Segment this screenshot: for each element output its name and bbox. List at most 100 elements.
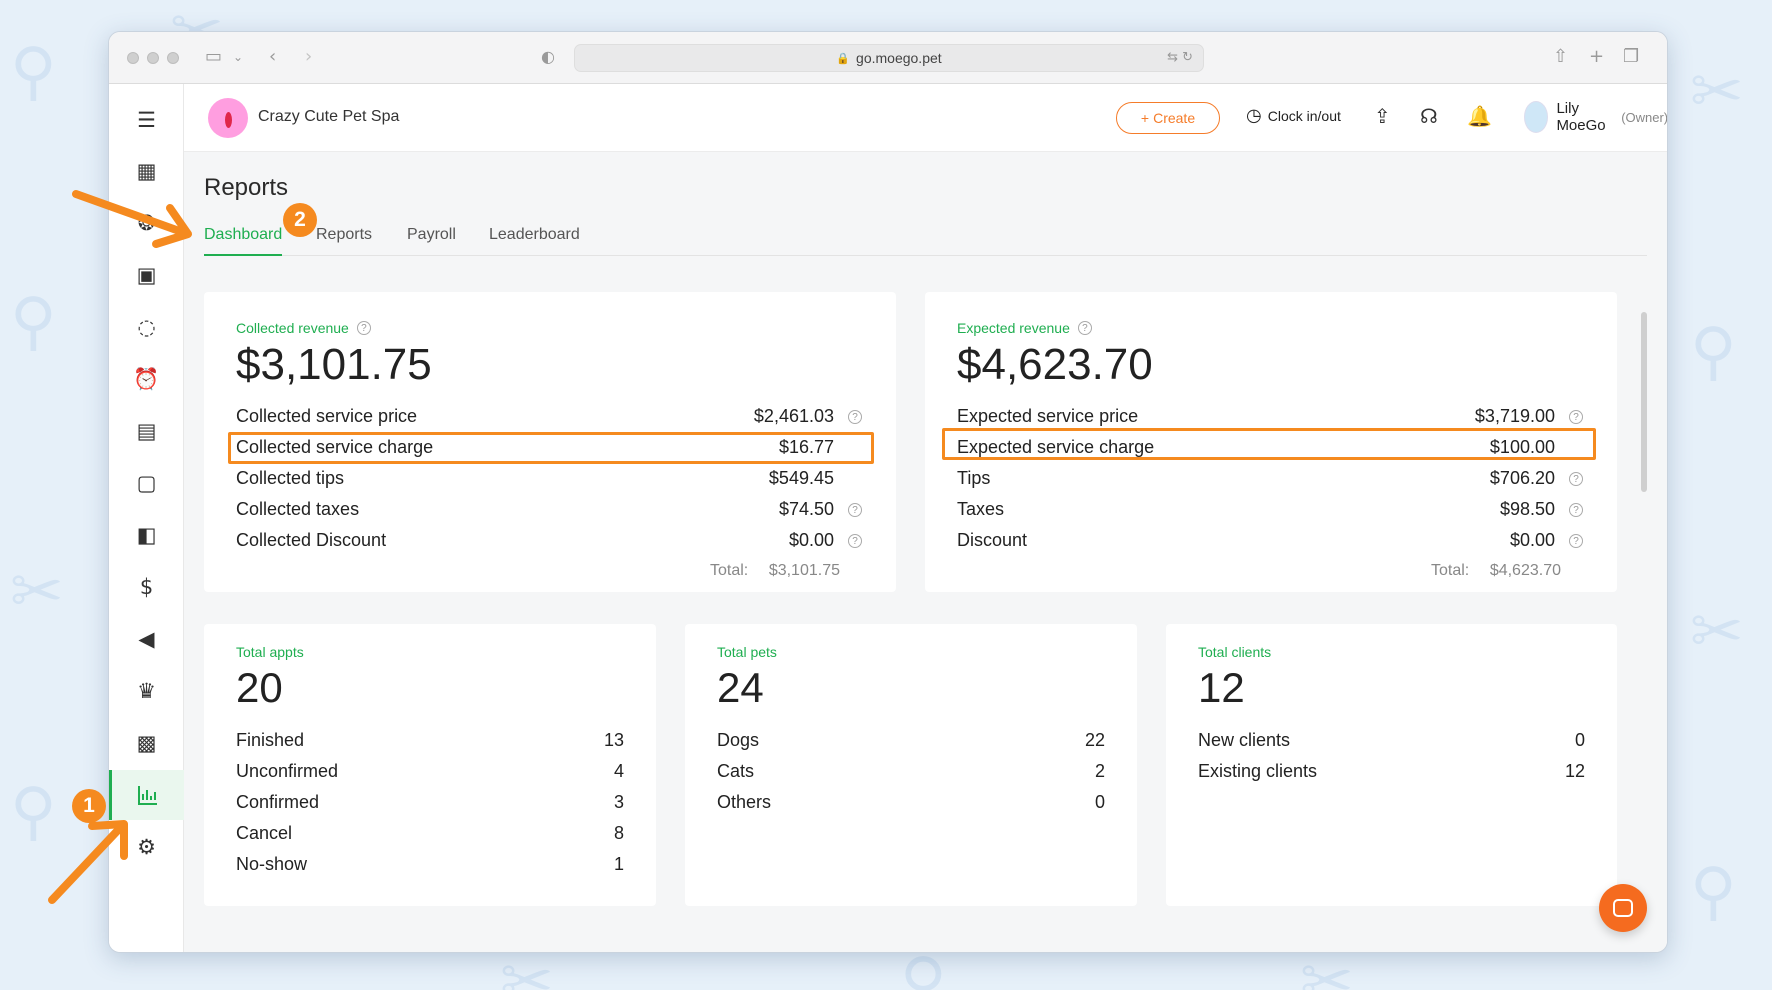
help-icon[interactable]: ? <box>1077 321 1092 335</box>
row-value: $98.50 <box>1499 499 1555 519</box>
user-name: Lily MoeGo <box>1556 100 1606 134</box>
help-icon[interactable]: ? <box>1569 472 1583 486</box>
window-controls[interactable] <box>127 52 179 64</box>
collected-revenue-value: $3,101.75 <box>236 340 432 389</box>
user-role: (Owner) <box>1621 109 1668 125</box>
report-tabs: Dashboard Reports Payroll Leaderboard <box>204 226 1647 256</box>
address-bar[interactable]: 🔒 go.moego.pet ⇆ ↻ <box>574 44 1204 72</box>
clipboard-icon[interactable]: ▢ <box>136 471 157 495</box>
row-label: Expected service charge <box>957 437 1155 457</box>
chat-button[interactable] <box>1599 884 1647 932</box>
total-pets-value: 24 <box>717 664 764 711</box>
row-value: 2 <box>1094 761 1105 781</box>
row-value: 8 <box>613 823 624 843</box>
user-menu[interactable]: Lily MoeGo (Owner) ▼ <box>1524 100 1668 134</box>
total-clients-label: Total clients <box>1198 644 1272 660</box>
row-value: $706.20 <box>1489 468 1555 488</box>
row-value: $74.50 <box>778 499 834 519</box>
total-appts-label: Total appts <box>236 644 304 660</box>
row-label: Finished <box>236 730 305 750</box>
headset-icon[interactable]: ☊ <box>1420 104 1438 128</box>
scrollbar[interactable] <box>1641 312 1647 492</box>
expected-revenue-title: Expected revenue <box>957 320 1070 336</box>
clock-icon: ◷ <box>1246 105 1262 126</box>
app-header: Crazy Cute Pet Spa + Create ◷ Clock in/o… <box>184 84 1667 152</box>
document-icon[interactable]: ◧ <box>136 523 157 547</box>
back-icon[interactable]: ‹ <box>269 46 277 67</box>
row-label: Collected Discount <box>236 530 387 550</box>
main-content: Reports Dashboard Reports Payroll Leader… <box>184 152 1667 952</box>
collected-revenue-label: Collected revenue ? <box>236 320 371 336</box>
tab-overview-icon[interactable]: ❐ <box>1623 46 1640 67</box>
row-label: Cats <box>717 761 755 781</box>
total-appts-card: Total appts 20 Finished 13 Unconfirmed 4… <box>204 624 656 906</box>
row-value: $3,719.00 <box>1474 406 1555 426</box>
user-avatar <box>1524 101 1549 133</box>
create-button[interactable]: + Create <box>1116 102 1220 134</box>
plus-icon: + <box>1140 110 1150 126</box>
collected-revenue-card: Collected revenue ? $3,101.75 Collected … <box>204 292 896 592</box>
url-text: go.moego.pet <box>856 50 942 66</box>
retail-icon[interactable]: ▣ <box>136 263 157 287</box>
forward-icon[interactable]: › <box>305 46 313 67</box>
megaphone-icon[interactable]: ◀ <box>138 627 155 651</box>
row-label: New clients <box>1198 730 1291 750</box>
total-appts-value: 20 <box>236 664 283 711</box>
row-value: $16.77 <box>778 437 834 457</box>
total-clients-value: 12 <box>1198 664 1245 711</box>
help-icon[interactable]: ? <box>848 503 862 517</box>
business-avatar[interactable] <box>208 98 248 138</box>
row-value: $0.00 <box>788 530 834 550</box>
new-tab-icon[interactable]: + <box>1589 46 1605 67</box>
browser-window: ▭ ⌄ ‹ › ◐ 🔒 go.moego.pet ⇆ ↻ ⇧ + ❐ ☰ ▦ ❂… <box>108 31 1668 953</box>
row-label: Discount <box>957 530 1028 550</box>
arrow-to-reports-icon <box>48 820 128 904</box>
highlight-box <box>228 432 874 464</box>
row-value: 13 <box>603 730 624 750</box>
message-icon[interactable]: ◌ <box>137 315 156 339</box>
highlight-box <box>942 428 1596 460</box>
dollar-icon[interactable]: $ <box>139 575 154 599</box>
calendar-icon[interactable]: ▦ <box>136 159 157 183</box>
tab-dashboard[interactable]: Dashboard <box>204 226 283 256</box>
total-label: Total: <box>1431 562 1470 579</box>
tab-reports[interactable]: Reports <box>316 226 373 243</box>
shield-icon[interactable]: ◐ <box>541 47 555 66</box>
menu-icon[interactable]: ☰ <box>137 108 156 132</box>
row-value: 22 <box>1084 730 1105 750</box>
row-value: 4 <box>613 761 624 781</box>
tab-payroll[interactable]: Payroll <box>407 226 456 243</box>
help-icon[interactable]: ? <box>1569 410 1583 424</box>
help-icon[interactable]: ? <box>848 534 862 548</box>
row-value: $2,461.03 <box>753 406 834 426</box>
upload-icon[interactable]: ⇪ <box>1374 104 1391 128</box>
chevron-down-icon[interactable]: ⌄ <box>233 50 244 64</box>
lock-icon: 🔒 <box>836 51 851 65</box>
settings-icon[interactable]: ⚙ <box>137 835 156 859</box>
storefront-icon[interactable]: ▩ <box>136 731 157 755</box>
schedule-icon[interactable]: ▤ <box>136 419 157 443</box>
tab-leaderboard[interactable]: Leaderboard <box>489 226 580 243</box>
help-icon[interactable]: ? <box>356 321 371 335</box>
share-icon[interactable]: ⇧ <box>1553 46 1569 67</box>
total-pets-label: Total pets <box>717 644 777 660</box>
step-1-badge: 1 <box>72 789 106 823</box>
clock-in-out-button[interactable]: ◷ Clock in/out <box>1246 105 1341 126</box>
row-label: Unconfirmed <box>236 761 339 781</box>
reload-icon[interactable]: ⇆ ↻ <box>1167 50 1193 65</box>
row-label: Others <box>717 792 772 812</box>
bell-icon[interactable]: 🔔 <box>1467 104 1492 128</box>
alarm-icon[interactable]: ⏰ <box>133 366 160 391</box>
help-icon[interactable]: ? <box>1569 503 1583 517</box>
sidebar-toggle-icon[interactable]: ▭ <box>205 46 223 67</box>
row-label: Dogs <box>717 730 760 750</box>
row-value: 0 <box>1094 792 1105 812</box>
business-name[interactable]: Crazy Cute Pet Spa <box>258 108 400 125</box>
total-clients-card: Total clients 12 New clients 0 Existing … <box>1166 624 1617 906</box>
help-icon[interactable]: ? <box>1569 534 1583 548</box>
help-icon[interactable]: ? <box>848 410 862 424</box>
row-label: Collected tips <box>236 468 345 488</box>
reports-icon[interactable] <box>109 770 184 820</box>
crown-icon[interactable]: ♛ <box>137 679 156 703</box>
